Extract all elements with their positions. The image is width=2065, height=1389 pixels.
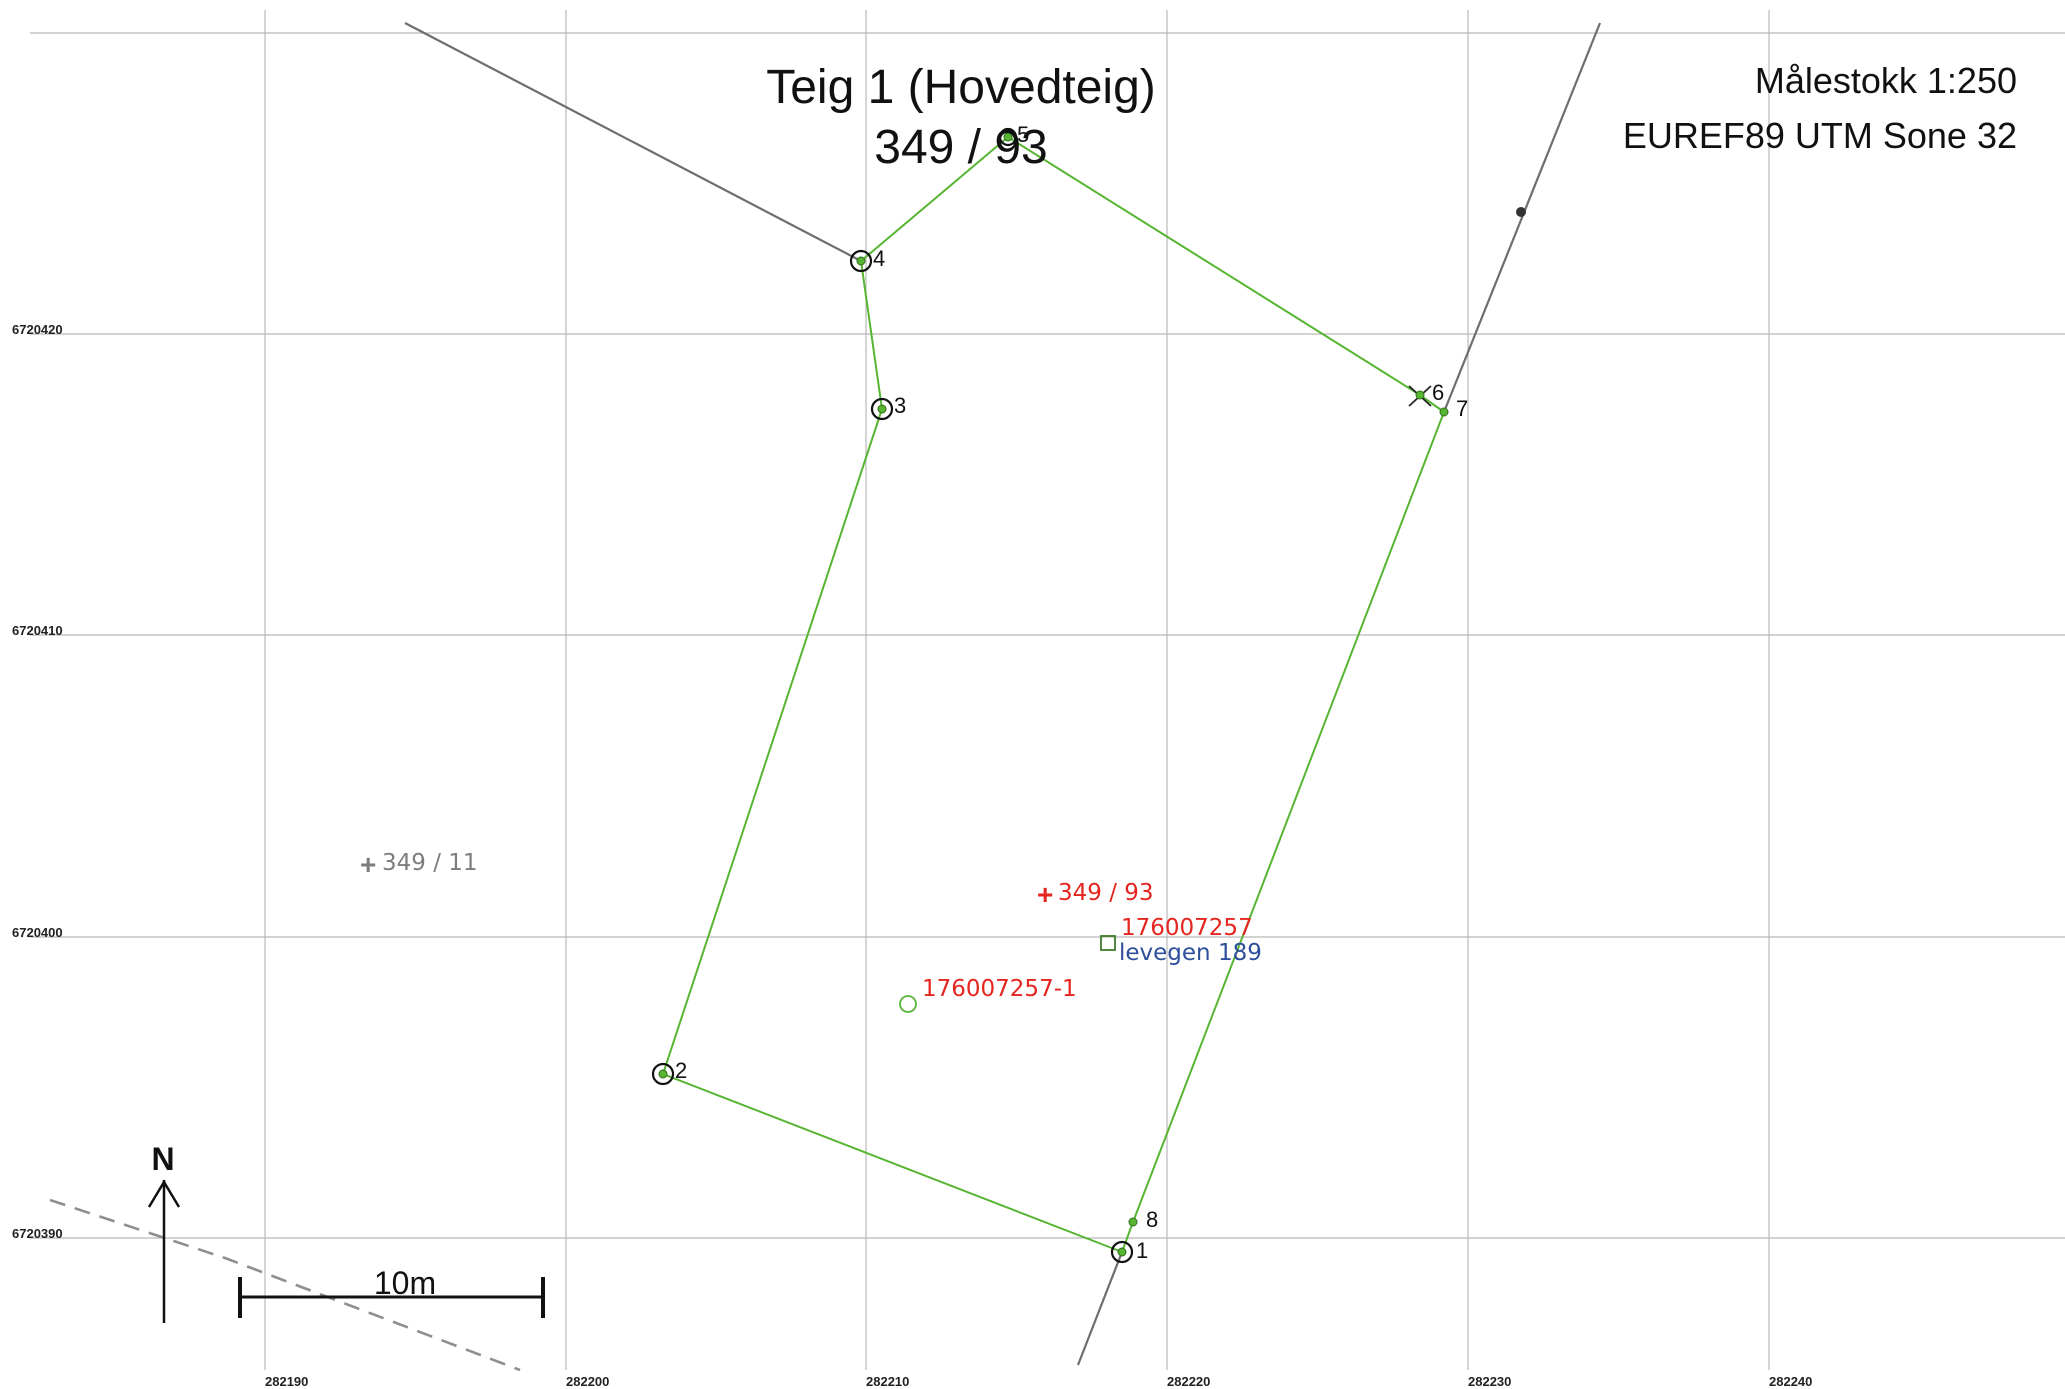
- boundary-points: 1 2 3 4 5 6 7: [653, 122, 1468, 1263]
- north-arrow-label: N: [151, 1141, 174, 1177]
- building-id-label[interactable]: 176007257: [1121, 915, 1253, 941]
- address-label[interactable]: levegen 189: [1119, 940, 1262, 966]
- dashed-boundary-line: [50, 1200, 520, 1370]
- neighbor-parcel-label[interactable]: 349 / 11: [382, 850, 478, 876]
- boundary-point-dot: [1118, 1248, 1126, 1256]
- grid-label-y: 6720400: [12, 925, 63, 940]
- neighbor-parcel-plus-icon: +: [360, 849, 376, 880]
- grid-label-y: 6720410: [12, 623, 63, 638]
- crs-text: EUREF89 UTM Sone 32: [1623, 115, 2017, 156]
- grid-label-y: 6720420: [12, 322, 63, 337]
- building-id-secondary-label[interactable]: 176007257-1: [922, 976, 1077, 1002]
- boundary-point-dot: [1440, 408, 1448, 416]
- boundary-point-dot: [659, 1070, 667, 1078]
- boundary-point-label: 2: [675, 1058, 687, 1083]
- boundary-point-3[interactable]: 3: [872, 393, 906, 419]
- north-arrow: N: [149, 1141, 179, 1323]
- boundary-point-dot: [1129, 1218, 1137, 1226]
- neighbor-boundary-line: [405, 23, 861, 261]
- parcel-main-label[interactable]: 349 / 93: [1058, 880, 1154, 906]
- grid-label-x: 282190: [265, 1374, 308, 1389]
- grid-label-x: 282230: [1468, 1374, 1511, 1389]
- boundary-point-label: 8: [1146, 1207, 1158, 1232]
- building-square-icon: [1101, 936, 1115, 950]
- boundary-point-label: 6: [1432, 380, 1444, 405]
- boundary-point-dot: [857, 257, 865, 265]
- map-labels: + 349 / 93 + 349 / 11 176007257 levegen …: [360, 849, 1262, 1012]
- boundary-point-2[interactable]: 2: [653, 1058, 687, 1084]
- parcel-marker-plus-icon: +: [1037, 879, 1053, 910]
- neighbor-point-marker: [1516, 207, 1526, 217]
- boundary-point-label: 7: [1456, 396, 1468, 421]
- boundary-point-label: 1: [1136, 1238, 1148, 1263]
- boundary-point-8[interactable]: 8: [1129, 1207, 1158, 1232]
- map-subtitle: 349 / 93: [874, 121, 1047, 174]
- boundary-point-dot: [878, 405, 886, 413]
- grid-label-x: 282200: [566, 1374, 609, 1389]
- neighbor-boundary-line: [1078, 1252, 1122, 1365]
- boundary-point-label: 4: [873, 246, 885, 271]
- boundary-point-dot: [1416, 391, 1424, 399]
- boundary-point-label: 3: [894, 393, 906, 418]
- grid-label-x: 282210: [866, 1374, 909, 1389]
- boundary-point-6[interactable]: 6: [1409, 380, 1444, 406]
- grid-label-y: 6720390: [12, 1226, 63, 1241]
- grid-label-x: 282240: [1769, 1374, 1812, 1389]
- coordinate-grid: 6720420 6720410 6720400 6720390 282190 2…: [12, 10, 2065, 1389]
- parcel-boundary: [663, 137, 1444, 1252]
- scale-bar-label: 10m: [374, 1265, 436, 1301]
- scale-text: Målestokk 1:250: [1755, 60, 2017, 101]
- grid-label-x: 282220: [1167, 1374, 1210, 1389]
- map-title: Teig 1 (Hovedteig): [766, 61, 1156, 114]
- building-circle-icon: [900, 996, 916, 1012]
- neighbor-boundaries: [50, 23, 1600, 1370]
- scale-bar: 10m: [240, 1265, 543, 1318]
